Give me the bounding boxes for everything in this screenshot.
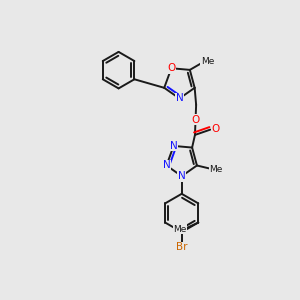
Text: Me: Me <box>201 57 214 66</box>
Text: Me: Me <box>173 224 186 233</box>
Text: N: N <box>176 94 183 103</box>
Text: Br: Br <box>176 242 188 252</box>
Text: N: N <box>163 160 170 170</box>
Text: O: O <box>212 124 220 134</box>
Text: N: N <box>170 141 178 151</box>
Text: O: O <box>191 115 200 124</box>
Text: N: N <box>178 171 186 181</box>
Text: Me: Me <box>209 164 223 173</box>
Text: O: O <box>167 63 176 73</box>
